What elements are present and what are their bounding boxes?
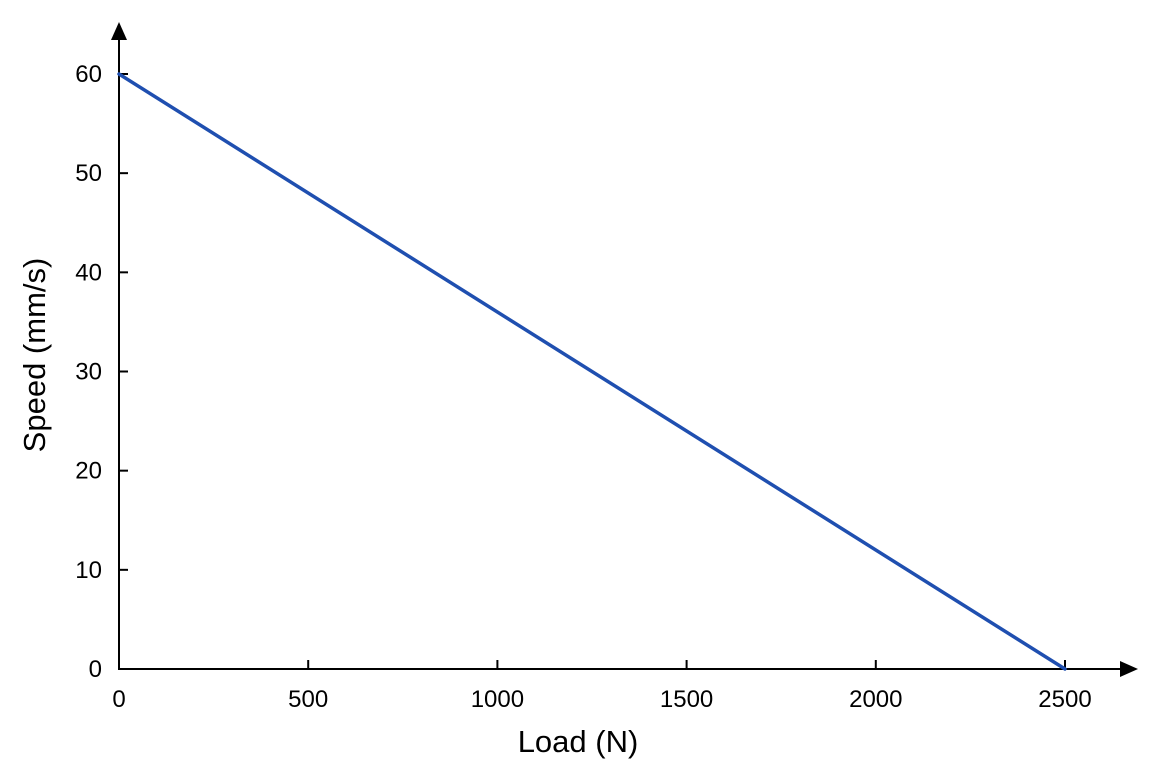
x-axis-title: Load (N): [518, 724, 639, 759]
x-axis: [118, 661, 1138, 677]
x-tick-label: 0: [112, 686, 125, 713]
y-tick-label: 30: [75, 359, 102, 386]
series-line: [117, 72, 1067, 671]
x-tick-label: 1000: [471, 686, 524, 713]
x-tick-label: 2500: [1038, 686, 1091, 713]
y-tick-label: 20: [75, 458, 102, 485]
x-tick-label: 2000: [849, 686, 902, 713]
y-tick-label: 10: [75, 557, 102, 584]
series-layer: [117, 72, 1067, 671]
y-tick-label: 40: [75, 259, 102, 286]
x-ticks: 0 500 1000 1500 2000 2500: [112, 660, 1092, 713]
y-axis: [111, 22, 127, 669]
y-axis-arrowhead: [111, 22, 127, 40]
y-ticks: 0 10 20 30 40 50 60: [75, 61, 128, 683]
y-tick-label: 60: [75, 61, 102, 88]
y-tick-label: 50: [75, 160, 102, 187]
x-tick-label: 1500: [660, 686, 713, 713]
y-axis-title: Speed (mm/s): [17, 258, 52, 453]
x-axis-arrowhead: [1120, 661, 1138, 677]
y-tick-label: 0: [89, 656, 102, 683]
x-tick-label: 500: [288, 686, 328, 713]
